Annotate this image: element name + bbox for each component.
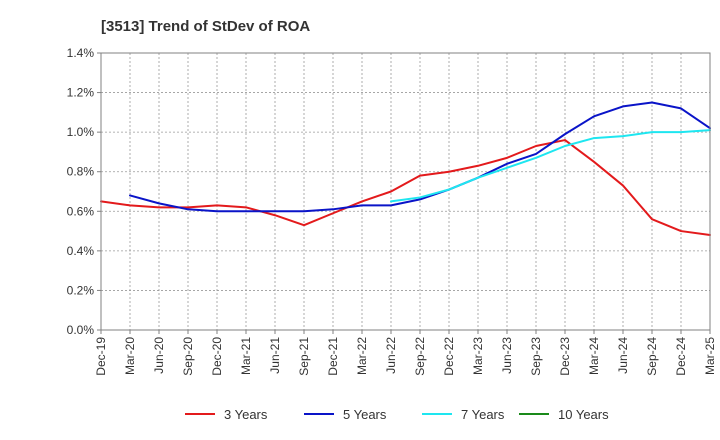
series-line-3-years [100,139,711,237]
plot-frame [100,52,711,331]
x-tick-label: Dec-21 [326,337,340,376]
x-tick-label: Dec-19 [94,337,108,376]
x-tick-label: Dec-24 [674,337,688,376]
chart-title: [3513] Trend of StDev of ROA [101,18,310,35]
legend-item-10-years[interactable]: 10 Years [519,407,609,422]
x-tick-label: Sep-22 [413,337,427,376]
legend-item-7-years[interactable]: 7 Years [422,407,505,422]
y-tick-label: 0.0% [67,323,95,337]
y-tick-label: 1.4% [67,46,95,60]
x-tick-label: Dec-22 [442,337,456,376]
x-tick-label: Jun-24 [616,337,630,374]
y-tick-label: 0.4% [67,244,95,258]
x-tick-label: Sep-20 [181,337,195,376]
x-tick-label: Dec-20 [210,337,224,376]
x-tick-label: Dec-23 [558,337,572,376]
y-tick-label: 1.0% [67,125,95,139]
x-axis: Dec-19 Mar-20 Jun-20 Sep-20 Dec-20 Mar-21 Jun-… [94,330,717,376]
y-axis: 0.0% 0.2% 0.4% 0.6% 0.8% 1.0% 1.2% 1.4% [67,46,101,337]
legend-item-5-years[interactable]: 5 Years [304,407,387,422]
legend-item-3-years[interactable]: 3 Years [185,407,268,422]
series-line-7-years [390,129,711,203]
x-tick-label: Sep-24 [645,337,659,376]
legend-label: 3 Years [224,407,268,422]
legend-label: 10 Years [558,407,609,422]
x-tick-label: Mar-21 [239,337,253,375]
y-tick-label: 1.2% [67,86,95,100]
x-tick-label: Mar-20 [123,337,137,375]
x-tick-label: Jun-21 [268,337,282,374]
series-line-5-years [129,101,711,213]
x-tick-label: Jun-23 [500,337,514,374]
y-tick-label: 0.2% [67,283,95,297]
x-tick-label: Jun-22 [384,337,398,374]
legend[interactable]: 3 Years 5 Years 7 Years 10 Years [185,407,609,422]
x-tick-label: Sep-21 [297,337,311,376]
x-tick-label: Jun-20 [152,337,166,374]
plot-area [101,53,710,330]
x-tick-label: Mar-25 [703,337,717,375]
series-layer [100,101,711,237]
x-tick-label: Sep-23 [529,337,543,376]
legend-label: 5 Years [343,407,387,422]
x-tick-label: Mar-22 [355,337,369,375]
y-tick-label: 0.8% [67,165,95,179]
y-tick-label: 0.6% [67,204,95,218]
x-tick-label: Mar-23 [471,337,485,375]
legend-label: 7 Years [461,407,505,422]
x-tick-label: Mar-24 [587,337,601,375]
